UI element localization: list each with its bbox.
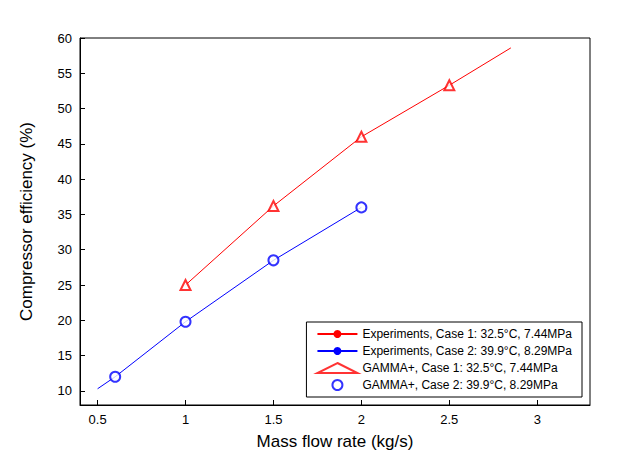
svg-text:10: 10 [58, 383, 72, 398]
svg-text:GAMMA+, Case 1: 32.5°C, 7.44MP: GAMMA+, Case 1: 32.5°C, 7.44MPa [362, 361, 558, 375]
svg-text:0.5: 0.5 [89, 412, 107, 427]
svg-text:Mass flow rate (kg/s): Mass flow rate (kg/s) [257, 432, 414, 451]
svg-text:1: 1 [182, 412, 189, 427]
svg-text:60: 60 [58, 31, 72, 46]
svg-text:Experiments, Case 1: 32.5°C, 7: Experiments, Case 1: 32.5°C, 7.44MPa [362, 327, 572, 341]
svg-text:Compressor efficiency (%): Compressor efficiency (%) [17, 122, 36, 321]
svg-text:25: 25 [58, 278, 72, 293]
svg-text:2.5: 2.5 [440, 412, 458, 427]
svg-text:50: 50 [58, 101, 72, 116]
svg-text:45: 45 [58, 136, 72, 151]
svg-text:20: 20 [58, 313, 72, 328]
svg-text:2: 2 [358, 412, 365, 427]
svg-text:3: 3 [534, 412, 541, 427]
svg-text:GAMMA+, Case 2: 39.9°C, 8.29MP: GAMMA+, Case 2: 39.9°C, 8.29MPa [362, 378, 558, 392]
svg-text:15: 15 [58, 348, 72, 363]
svg-text:Experiments, Case 2: 39.9°C, 8: Experiments, Case 2: 39.9°C, 8.29MPa [362, 344, 572, 358]
svg-text:55: 55 [58, 66, 72, 81]
svg-text:35: 35 [58, 207, 72, 222]
svg-text:40: 40 [58, 172, 72, 187]
svg-text:1.5: 1.5 [264, 412, 282, 427]
svg-text:30: 30 [58, 242, 72, 257]
